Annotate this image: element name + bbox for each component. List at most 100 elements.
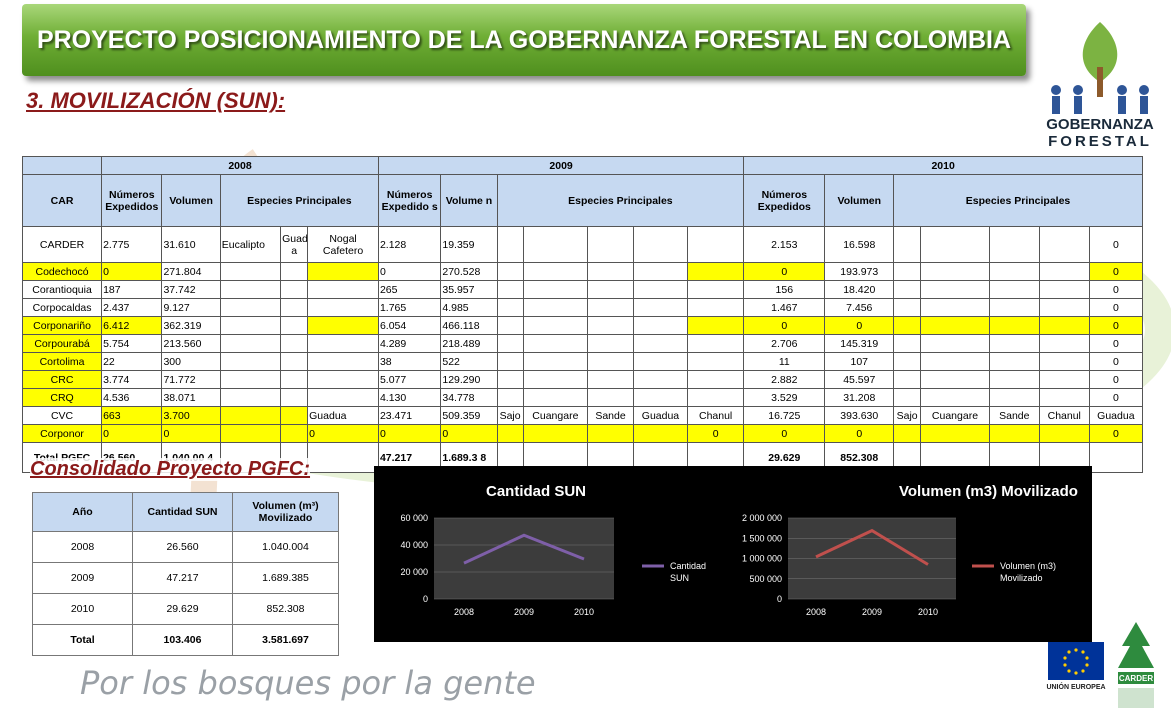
legend-label: Cantidad: [670, 561, 706, 571]
tree-people-icon: [1051, 22, 1149, 114]
table-cell: 71.772: [161, 370, 221, 389]
table-cell: 19.359: [440, 226, 498, 263]
table-cell: [307, 316, 379, 335]
x-tick-label: 2010: [918, 607, 938, 617]
table-cell: [687, 388, 745, 407]
gobernanza-forestal-logo: GOBERNANZA FORESTAL: [1040, 12, 1160, 154]
table-cell: [632, 370, 689, 389]
car-name-cell: CRC: [21, 370, 103, 389]
table-cell: [587, 370, 634, 389]
table-cell: [496, 424, 524, 443]
table-cell: 0: [824, 424, 895, 443]
table-cell: [1038, 226, 1090, 263]
table-cell: 2009: [32, 562, 133, 594]
car-name-cell: Corponor: [21, 424, 103, 443]
table-cell: 2.128: [377, 226, 442, 263]
table-cell: 3.529: [743, 388, 826, 407]
table-cell: 213.560: [161, 334, 221, 353]
table-cell: [920, 280, 990, 299]
col-header-cantidad: Cantidad SUN: [132, 492, 233, 532]
table-cell: [632, 316, 689, 335]
col-header-numeros: Números Expedido s: [377, 174, 442, 227]
table-cell: 34.778: [440, 388, 498, 407]
table-cell: [496, 316, 524, 335]
chart-title: Cantidad SUN: [486, 483, 586, 500]
y-tick-label: 1 000 000: [742, 554, 782, 564]
table-cell: 7.456: [824, 298, 895, 317]
table-cell: [632, 226, 689, 263]
table-cell: [1038, 280, 1090, 299]
table-cell: 0: [1088, 280, 1144, 299]
table-cell: Sajo: [496, 406, 524, 425]
table-cell: 103.406: [132, 624, 233, 656]
table-cell: [307, 352, 379, 371]
table-cell: 193.973: [824, 262, 895, 281]
table-cell: [893, 334, 922, 353]
table-cell: [307, 298, 379, 317]
x-tick-label: 2008: [806, 607, 826, 617]
plot-area: [434, 518, 614, 599]
table-cell: [280, 406, 309, 425]
table-cell: 6.412: [101, 316, 163, 335]
slogan: Por los bosques por la gente: [80, 664, 536, 702]
table-cell: [920, 334, 990, 353]
table-cell: [496, 262, 524, 281]
table-cell: [988, 280, 1040, 299]
legend-label: Movilizado: [1000, 573, 1043, 583]
table-cell: Total: [32, 624, 133, 656]
table-row: CVC 663 3.700 Guadua 23.471 509.359 Sajo Cuanga…: [21, 406, 1144, 425]
table-cell: 362.319: [161, 316, 221, 335]
table-cell: [219, 262, 282, 281]
table-cell: 4.289: [377, 334, 442, 353]
table-row: 2010 29.629 852.308: [32, 593, 339, 625]
table-cell: 16.725: [743, 406, 826, 425]
table-cell: 4.985: [440, 298, 498, 317]
table-cell: 4.536: [101, 388, 163, 407]
table-cell: [280, 352, 309, 371]
table-cell: [893, 280, 922, 299]
table-cell: [988, 226, 1040, 263]
eu-label: UNIÓN EUROPEA: [1046, 684, 1106, 691]
table-cell: 522: [440, 352, 498, 371]
table-cell: 31.208: [824, 388, 895, 407]
table-cell: 270.528: [440, 262, 498, 281]
legend-label: SUN: [670, 573, 689, 583]
table-cell: Sande: [988, 406, 1040, 425]
table-cell: 2.153: [743, 226, 826, 263]
table-cell: [587, 388, 634, 407]
table-cell: [920, 262, 990, 281]
table-cell: Sajo: [893, 406, 922, 425]
table-row: Corpourabá 5.754 213.560 4.289 218.489 2.706 1…: [21, 334, 1144, 353]
table-cell: Guadu a: [280, 226, 309, 263]
table-cell: [920, 388, 990, 407]
car-name-cell: Corpocaldas: [21, 298, 103, 317]
line-charts: Cantidad SUN 0 20 000 40 000 60 000 2008 2009 2…: [400, 483, 1077, 617]
col-header-volumen: Volumen (m³) Movilizado: [232, 492, 339, 532]
table-cell: [307, 280, 379, 299]
table-cell: [522, 280, 589, 299]
table-cell: [307, 370, 379, 389]
table-cell: [893, 316, 922, 335]
table-cell: [988, 424, 1040, 443]
table-cell: [280, 334, 309, 353]
table-cell: 1.765: [377, 298, 442, 317]
car-name-cell: Cortolima: [21, 352, 103, 371]
table-cell: 0: [1088, 226, 1144, 263]
table-cell: 0: [440, 424, 498, 443]
table-row: Cortolima 22 300 38 522 11 107 0: [21, 352, 1144, 371]
table-cell: [1038, 316, 1090, 335]
table-cell: [522, 370, 589, 389]
col-header-volumen: Volumen: [824, 174, 895, 227]
table-cell: [280, 370, 309, 389]
table-cell: 393.630: [824, 406, 895, 425]
y-tick-label: 1 500 000: [742, 533, 782, 543]
table-cell: [632, 424, 689, 443]
table-cell: 22: [101, 352, 163, 371]
x-tick-label: 2010: [574, 607, 594, 617]
table-cell: 156: [743, 280, 826, 299]
table-cell: 45.597: [824, 370, 895, 389]
table-cell: [587, 424, 634, 443]
table-cell: 107: [824, 352, 895, 371]
table-cell: 509.359: [440, 406, 498, 425]
